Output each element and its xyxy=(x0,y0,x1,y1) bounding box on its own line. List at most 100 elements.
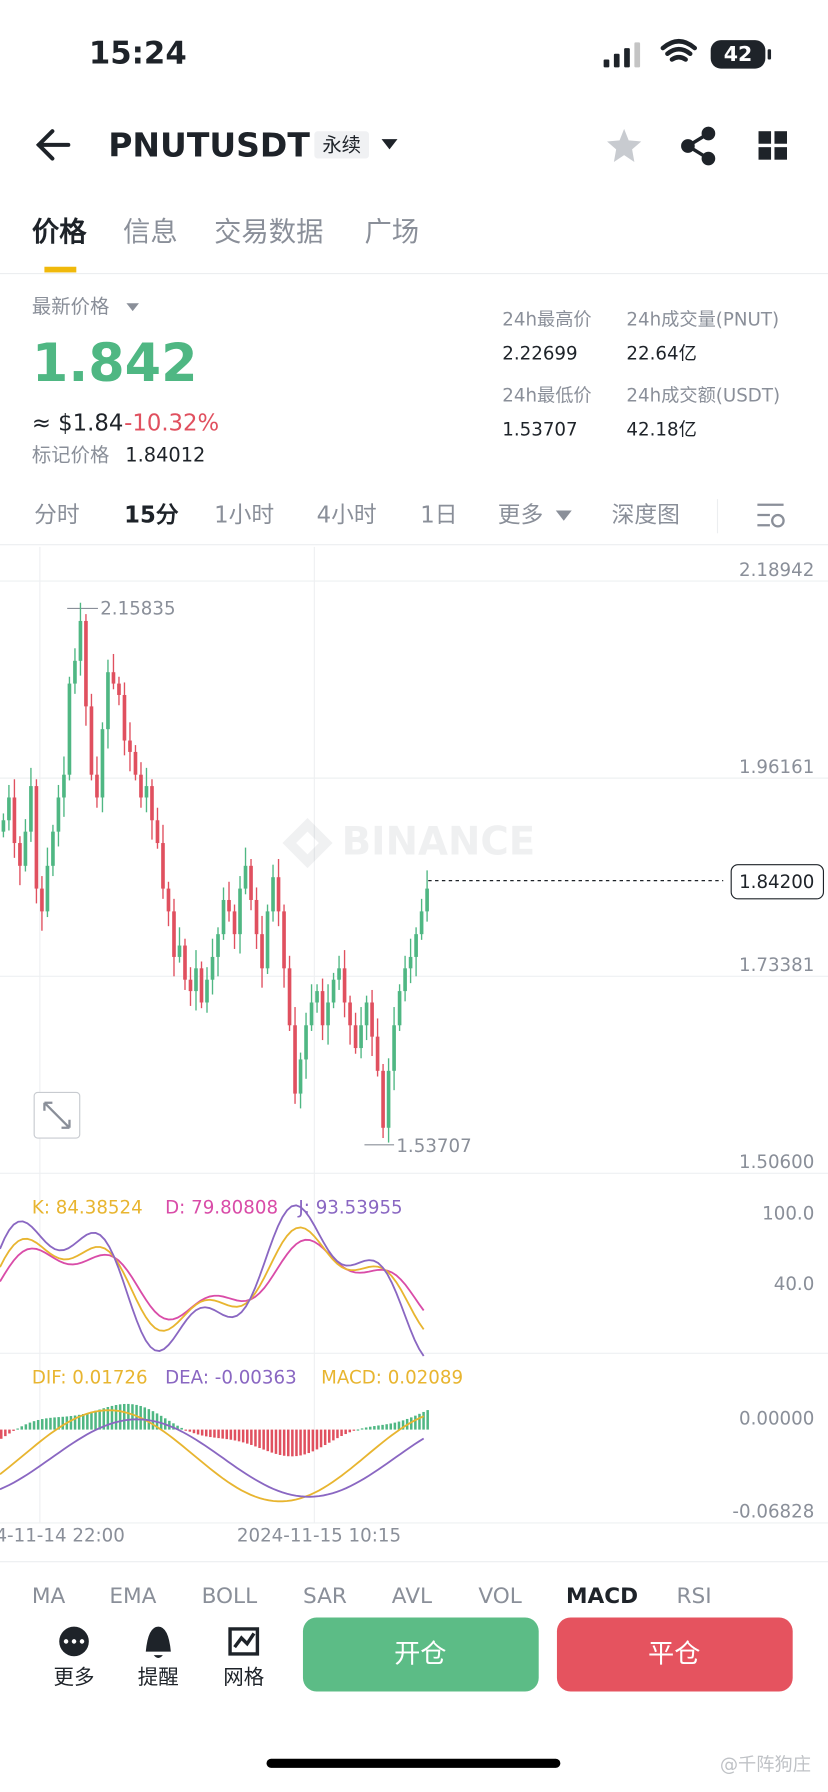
open-label: 开仓 xyxy=(394,1640,446,1670)
tab[interactable]: 广场 xyxy=(364,217,419,248)
price-label-dropdown[interactable] xyxy=(126,303,139,312)
macd-bar xyxy=(221,1429,224,1439)
kdj-lines xyxy=(0,1204,425,1357)
interval-dropdown[interactable] xyxy=(555,510,572,521)
menu-grid[interactable] xyxy=(758,131,787,160)
macd-bar xyxy=(123,1403,126,1430)
candles xyxy=(1,602,429,1143)
macd-bar xyxy=(90,1411,93,1430)
badge: 永续 xyxy=(322,134,361,157)
back-button[interactable] xyxy=(35,129,71,161)
close-button[interactable] xyxy=(556,1617,793,1692)
price-axis-label: 1.96161 xyxy=(739,757,814,778)
macd-bar xyxy=(176,1425,179,1430)
mark-price: 1.84012 xyxy=(125,443,205,466)
macd-bar xyxy=(36,1419,40,1430)
candle-body xyxy=(128,740,132,752)
macd-bar xyxy=(53,1417,56,1430)
macd-bar xyxy=(315,1429,319,1450)
macd-bar xyxy=(213,1429,216,1438)
stat-label: 24h成交额(USDT) xyxy=(626,386,780,407)
macd-bar xyxy=(98,1409,101,1430)
share[interactable] xyxy=(681,126,716,166)
interval[interactable]: 1日 xyxy=(420,503,457,529)
macd-value: MACD: 0.02089 xyxy=(321,1367,463,1388)
action-label[interactable]: 更多 xyxy=(54,1665,95,1689)
action-label[interactable]: 提醒 xyxy=(138,1665,179,1689)
battery xyxy=(710,40,766,69)
alert-icon[interactable] xyxy=(145,1626,171,1658)
candle-body xyxy=(205,979,209,1003)
candle-body xyxy=(194,968,198,992)
candle-body xyxy=(326,1002,330,1026)
candle-body xyxy=(139,774,143,798)
interval[interactable]: 4小时 xyxy=(317,503,377,529)
dropdown[interactable] xyxy=(381,139,398,150)
candle-body xyxy=(249,865,253,900)
candle-body xyxy=(403,968,407,992)
macd-bar xyxy=(196,1429,200,1435)
kdj-d: D: 79.80808 xyxy=(165,1198,278,1219)
stat-label: 24h成交量(PNUT) xyxy=(626,309,779,330)
price-change: -10.32% xyxy=(124,410,219,436)
current-price: 1.84200 xyxy=(739,872,814,893)
favorite[interactable] xyxy=(607,128,642,162)
candle-body xyxy=(392,1025,396,1071)
usd-price: ≈ $1.84 xyxy=(32,410,124,436)
candle-body xyxy=(216,934,220,957)
candle-body xyxy=(238,888,242,935)
interval[interactable]: 深度图 xyxy=(612,503,680,529)
price-axis-label: 1.73381 xyxy=(739,955,814,976)
candle-body xyxy=(111,672,116,684)
macd-bar xyxy=(225,1429,229,1440)
candle-body xyxy=(265,911,270,969)
chart-settings[interactable] xyxy=(757,503,785,528)
candle-body xyxy=(199,968,204,1003)
candle-body xyxy=(298,1059,303,1094)
candle-body xyxy=(293,1025,297,1094)
macd-bar xyxy=(49,1417,52,1430)
macd-bar xyxy=(397,1421,401,1430)
macd-bar xyxy=(200,1429,204,1436)
macd-bar xyxy=(278,1429,282,1455)
macd-bar xyxy=(295,1429,298,1457)
candle-body xyxy=(282,911,286,969)
kdj-k: K: 84.38524 xyxy=(32,1198,143,1219)
candle-body xyxy=(23,831,28,866)
candle-body xyxy=(183,945,187,980)
macd-axis-label: 0.00000 xyxy=(739,1408,814,1429)
grid-icon[interactable] xyxy=(228,1627,260,1656)
interval[interactable]: 更多 xyxy=(498,503,544,529)
action-label[interactable]: 网格 xyxy=(223,1665,264,1689)
tab[interactable]: 信息 xyxy=(123,217,178,248)
candle-body xyxy=(122,694,127,741)
candle-body xyxy=(425,888,429,912)
macd-bar xyxy=(110,1405,114,1430)
open-button[interactable] xyxy=(302,1617,539,1692)
tab[interactable]: 交易数据 xyxy=(214,217,323,248)
candle-body xyxy=(386,1070,391,1128)
candle-body xyxy=(397,991,402,1026)
macd-bar xyxy=(299,1429,302,1456)
macd-bar xyxy=(418,1413,421,1430)
candle-body xyxy=(375,1036,380,1071)
symbol[interactable]: PNUTUSDT xyxy=(108,126,310,165)
interval[interactable]: 15分 xyxy=(124,503,179,529)
macd-dea: DEA: -0.00363 xyxy=(165,1367,297,1388)
candle-body xyxy=(254,899,259,935)
macd-bar xyxy=(274,1429,278,1454)
macd-bar xyxy=(381,1424,384,1430)
stat-label: 24h最低价 xyxy=(502,386,591,407)
macd-bar xyxy=(184,1429,188,1431)
macd-bar xyxy=(389,1423,393,1430)
macd-bar xyxy=(262,1429,265,1450)
interval[interactable]: 1小时 xyxy=(214,503,274,529)
candle-body xyxy=(414,934,418,957)
macd-bar xyxy=(250,1429,253,1445)
macd-bar xyxy=(237,1429,241,1442)
tab[interactable]: 价格 xyxy=(32,217,87,248)
candle-body xyxy=(381,1070,385,1128)
macd-bar xyxy=(229,1429,233,1440)
macd-bar xyxy=(180,1427,183,1430)
interval[interactable]: 分时 xyxy=(34,503,80,529)
